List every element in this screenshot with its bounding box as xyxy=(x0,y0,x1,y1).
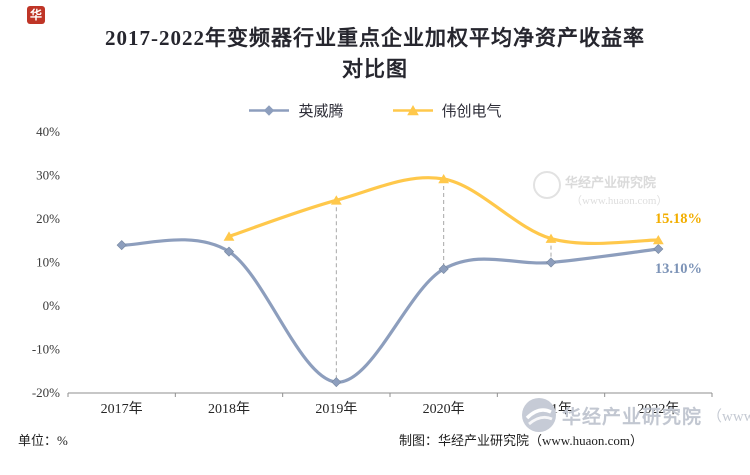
triangle-marker-icon xyxy=(330,195,342,205)
triangle-marker-icon xyxy=(438,173,450,184)
series-end-label: 13.10% xyxy=(655,261,702,277)
svg-text:20%: 20% xyxy=(36,211,60,226)
site-logo-icon: 华 xyxy=(27,6,45,24)
svg-text:-20%: -20% xyxy=(32,385,60,400)
line-triangle-marker-icon xyxy=(392,105,433,116)
triangle-marker-icon xyxy=(652,234,664,245)
watermark-site: （www.huaon.com） xyxy=(707,408,750,425)
svg-text:2018年: 2018年 xyxy=(208,401,250,417)
watermark: 华经产业研究院 （www.huaon.com） xyxy=(521,397,750,433)
legend-item-yingweiteng: 英威腾 xyxy=(248,100,344,121)
triangle-marker-icon xyxy=(545,233,557,243)
legend-item-weichuang: 伟创电气 xyxy=(392,100,502,121)
series-end-label: 15.18% xyxy=(655,211,702,227)
diamond-marker-icon xyxy=(545,257,557,268)
triangle-marker-icon xyxy=(223,231,235,241)
diamond-marker-icon xyxy=(331,377,342,388)
svg-text:-10%: -10% xyxy=(32,342,60,357)
chart-title-line2: 对比图 xyxy=(342,57,408,81)
legend-label-yingweiteng: 英威腾 xyxy=(298,104,344,120)
svg-text:（www.huaon.com）: （www.huaon.com） xyxy=(571,194,667,207)
legend-label-weichuang: 伟创电气 xyxy=(441,104,502,120)
series-0: 13.10% xyxy=(116,238,702,388)
svg-text:30%: 30% xyxy=(36,168,60,183)
inplot-watermark: 华经产业研究院 （www.huaon.com） xyxy=(533,171,667,207)
diamond-marker-icon xyxy=(116,240,127,251)
svg-text:2022年: 2022年 xyxy=(637,401,679,417)
chart-title-line1: 2017-2022年变频器行业重点企业加权平均净资产收益率 xyxy=(105,26,645,50)
chart-title: 2017-2022年变频器行业重点企业加权平均净资产收益率 对比图 xyxy=(0,23,750,85)
y-axis-labels: 40% 30% 20% 10% 0% -10% -20% xyxy=(32,124,60,400)
diamond-marker-icon xyxy=(653,243,664,255)
legend: 英威腾 伟创电气 xyxy=(0,100,750,121)
svg-text:2019年: 2019年 xyxy=(315,401,357,417)
huajing-logo-icon xyxy=(522,398,556,432)
watermark-name: 华经产业研究院 xyxy=(562,406,703,428)
diamond-marker-icon xyxy=(223,246,235,257)
drop-lines xyxy=(335,178,552,383)
unit-note: 单位：% xyxy=(18,433,68,448)
diamond-marker-icon xyxy=(438,264,449,275)
svg-text:2020年: 2020年 xyxy=(423,401,465,417)
svg-text:10%: 10% xyxy=(36,255,60,270)
svg-text:华经产业研究院: 华经产业研究院 xyxy=(565,175,656,190)
svg-text:0%: 0% xyxy=(43,298,61,313)
series-1: 15.18% xyxy=(223,173,702,246)
svg-text:2017年: 2017年 xyxy=(101,401,143,417)
line-diamond-marker-icon xyxy=(249,105,290,116)
credit-note: 制图：华经产业研究院（www.huaon.com） xyxy=(399,433,643,448)
svg-text:40%: 40% xyxy=(36,124,60,139)
